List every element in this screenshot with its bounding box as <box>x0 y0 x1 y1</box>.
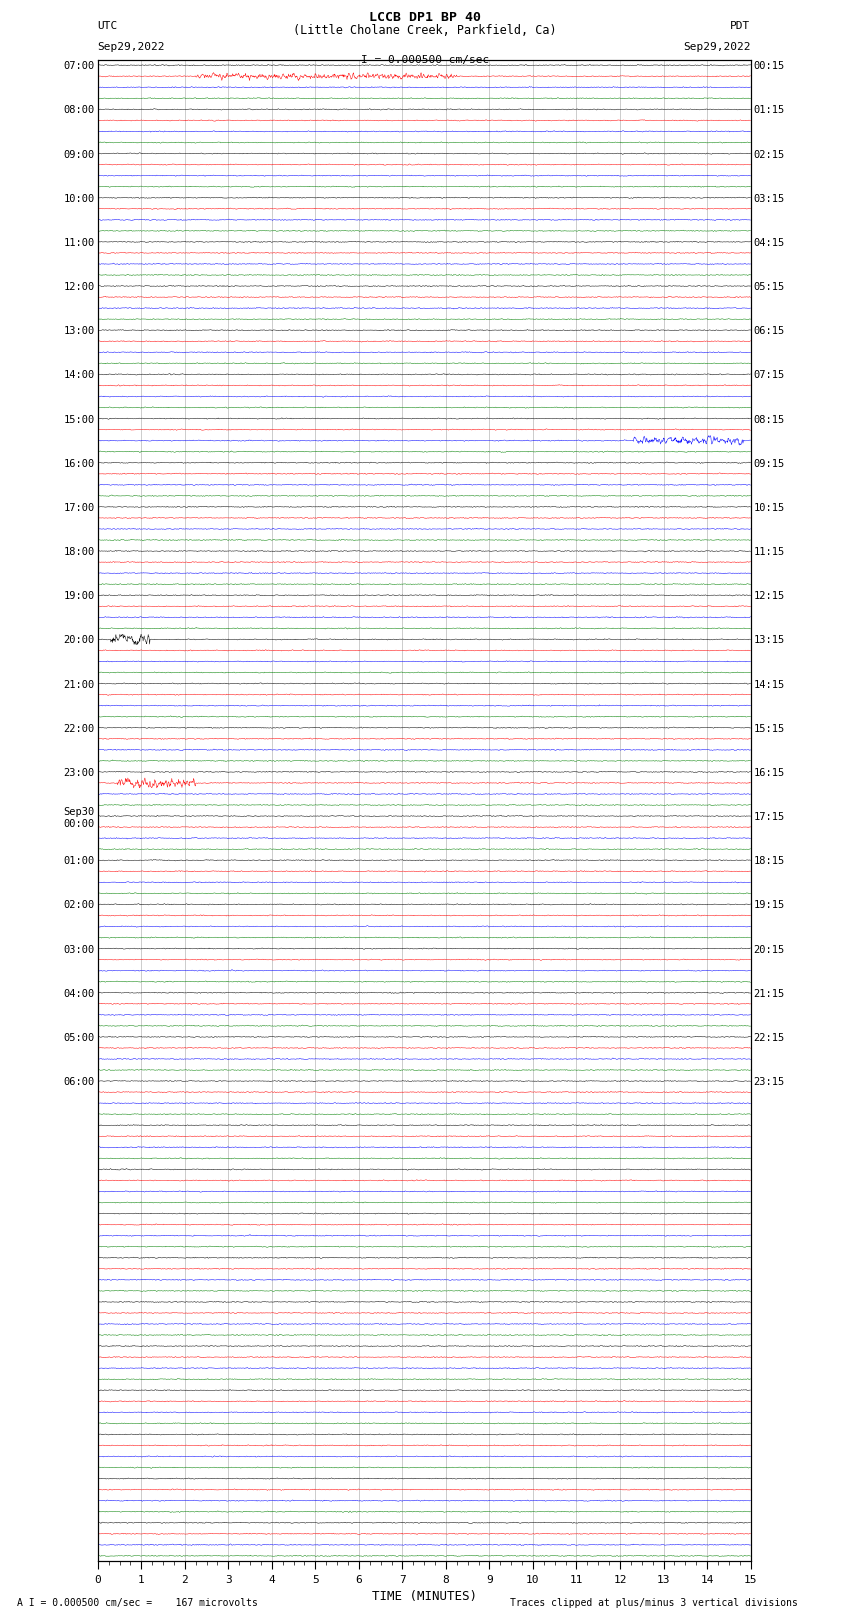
Text: Sep29,2022: Sep29,2022 <box>683 42 751 52</box>
Text: LCCB DP1 BP 40: LCCB DP1 BP 40 <box>369 11 481 24</box>
X-axis label: TIME (MINUTES): TIME (MINUTES) <box>371 1590 477 1603</box>
Text: I = 0.000500 cm/sec: I = 0.000500 cm/sec <box>361 55 489 65</box>
Text: Sep29,2022: Sep29,2022 <box>98 42 165 52</box>
Text: Traces clipped at plus/minus 3 vertical divisions: Traces clipped at plus/minus 3 vertical … <box>510 1598 798 1608</box>
Text: A I = 0.000500 cm/sec =    167 microvolts: A I = 0.000500 cm/sec = 167 microvolts <box>17 1598 258 1608</box>
Text: UTC: UTC <box>98 21 118 31</box>
Text: PDT: PDT <box>730 21 751 31</box>
Text: (Little Cholane Creek, Parkfield, Ca): (Little Cholane Creek, Parkfield, Ca) <box>293 24 557 37</box>
